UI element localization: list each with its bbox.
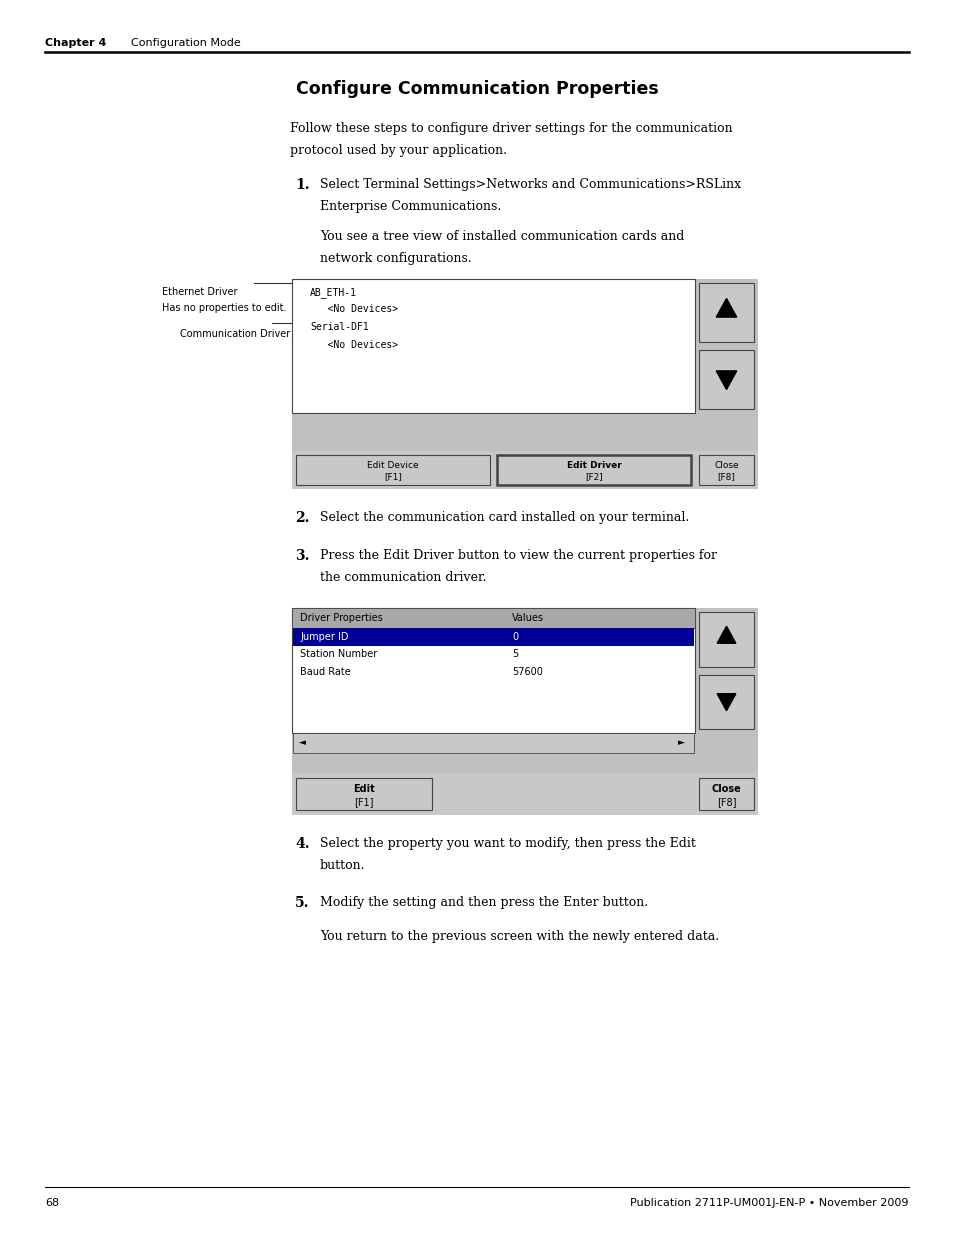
Text: Close: Close [714, 462, 738, 471]
Text: [F1]: [F1] [354, 797, 374, 806]
Text: ◄: ◄ [298, 739, 306, 747]
Text: 3.: 3. [294, 550, 309, 563]
Text: 4.: 4. [294, 837, 310, 851]
Text: Communication Driver: Communication Driver [180, 329, 290, 338]
Text: Station Number: Station Number [299, 650, 376, 659]
Bar [699, 613, 753, 667]
Text: 0: 0 [512, 632, 517, 642]
Bar [292, 608, 695, 629]
Text: [F1]: [F1] [383, 473, 401, 482]
Polygon shape [716, 299, 736, 317]
Text: Select the communication card installed on your terminal.: Select the communication card installed … [319, 511, 688, 524]
Text: the communication driver.: the communication driver. [319, 571, 486, 584]
Text: Follow these steps to configure driver settings for the communication: Follow these steps to configure driver s… [290, 122, 732, 135]
Bar [497, 454, 690, 485]
Text: [F2]: [F2] [585, 473, 602, 482]
Text: 2.: 2. [294, 511, 309, 525]
Bar [699, 454, 753, 485]
Bar [699, 350, 753, 409]
Text: You return to the previous screen with the newly entered data.: You return to the previous screen with t… [319, 930, 719, 944]
Text: 68: 68 [45, 1198, 59, 1208]
Text: Values: Values [512, 613, 543, 622]
Bar [699, 778, 753, 810]
Bar [292, 279, 695, 412]
Text: AB_ETH-1: AB_ETH-1 [310, 287, 356, 298]
Bar [292, 608, 758, 773]
Bar [293, 629, 693, 646]
Text: 5.: 5. [294, 897, 309, 910]
Bar [292, 451, 758, 489]
Bar [699, 283, 753, 342]
Bar [293, 734, 693, 753]
Text: Driver Properties: Driver Properties [299, 613, 382, 622]
Text: Serial-DF1: Serial-DF1 [310, 322, 369, 332]
Bar [292, 773, 758, 815]
Text: 1.: 1. [294, 178, 310, 191]
Text: 57600: 57600 [512, 667, 542, 677]
Text: Ethernet Driver: Ethernet Driver [162, 287, 237, 296]
Text: network configurations.: network configurations. [319, 252, 471, 266]
Text: Select the property you want to modify, then press the Edit: Select the property you want to modify, … [319, 837, 695, 850]
Text: Edit Device: Edit Device [367, 462, 418, 471]
Text: <No Devices>: <No Devices> [310, 340, 397, 350]
Bar [292, 279, 758, 451]
Bar [699, 674, 753, 729]
Text: ►: ► [678, 739, 684, 747]
Text: Edit Driver: Edit Driver [566, 462, 621, 471]
Text: Edit: Edit [353, 784, 375, 794]
Text: Jumper ID: Jumper ID [299, 632, 348, 642]
Text: protocol used by your application.: protocol used by your application. [290, 144, 506, 157]
Text: Select Terminal Settings>Networks and Communications>RSLinx: Select Terminal Settings>Networks and Co… [319, 178, 740, 191]
Text: [F8]: [F8] [716, 797, 736, 806]
Bar [295, 778, 432, 810]
Polygon shape [717, 694, 735, 711]
Text: button.: button. [319, 860, 365, 872]
Text: Configuration Mode: Configuration Mode [117, 38, 240, 48]
Text: Has no properties to edit.: Has no properties to edit. [162, 303, 286, 312]
Text: Publication 2711P-UM001J-EN-P • November 2009: Publication 2711P-UM001J-EN-P • November… [630, 1198, 908, 1208]
Polygon shape [716, 370, 736, 389]
Text: [F8]: [F8] [717, 473, 735, 482]
Text: Chapter 4: Chapter 4 [45, 38, 107, 48]
Text: Press the Edit Driver button to view the current properties for: Press the Edit Driver button to view the… [319, 550, 717, 562]
Text: Close: Close [711, 784, 740, 794]
Text: You see a tree view of installed communication cards and: You see a tree view of installed communi… [319, 230, 683, 243]
Text: Enterprise Communications.: Enterprise Communications. [319, 200, 500, 212]
Text: 5: 5 [512, 650, 517, 659]
Bar [295, 454, 489, 485]
Text: Configure Communication Properties: Configure Communication Properties [295, 80, 658, 98]
Text: <No Devices>: <No Devices> [310, 305, 397, 315]
Text: Modify the setting and then press the Enter button.: Modify the setting and then press the En… [319, 897, 647, 909]
Bar [292, 608, 695, 734]
Text: Baud Rate: Baud Rate [299, 667, 351, 677]
Polygon shape [717, 626, 735, 643]
